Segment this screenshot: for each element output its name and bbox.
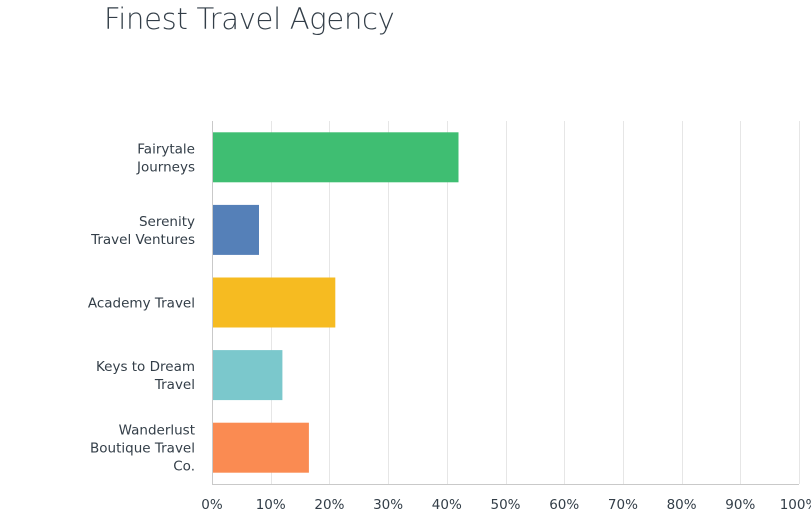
category-label: Travel Ventures — [90, 232, 195, 248]
category-label: Co. — [173, 459, 195, 475]
bar — [212, 204, 259, 255]
x-tick-label: 70% — [608, 497, 638, 513]
bar — [212, 350, 283, 401]
category-label: Travel — [154, 377, 195, 393]
category-label: Wanderlust — [119, 423, 195, 439]
x-tick-label: 20% — [314, 497, 344, 513]
category-label: Serenity — [139, 214, 195, 230]
bar — [212, 422, 309, 473]
chart-title: Finest Travel Agency — [104, 2, 395, 36]
x-tick-label: 0% — [201, 497, 223, 513]
x-tick-label: 40% — [432, 497, 462, 513]
category-label: Boutique Travel — [90, 441, 195, 457]
category-label: Fairytale — [137, 141, 195, 157]
x-tick-label: 10% — [256, 497, 286, 513]
category-label: Academy Travel — [88, 296, 195, 312]
x-tick-label: 80% — [667, 497, 697, 513]
category-label: Journeys — [136, 159, 195, 175]
x-tick-label: 50% — [490, 497, 520, 513]
category-label: Keys to Dream — [96, 359, 195, 375]
x-tick-label: 90% — [725, 497, 755, 513]
bar — [212, 277, 336, 328]
x-tick-label: 30% — [373, 497, 403, 513]
x-tick-label: 100% — [780, 497, 811, 513]
bar — [212, 132, 459, 183]
x-tick-label: 60% — [549, 497, 579, 513]
